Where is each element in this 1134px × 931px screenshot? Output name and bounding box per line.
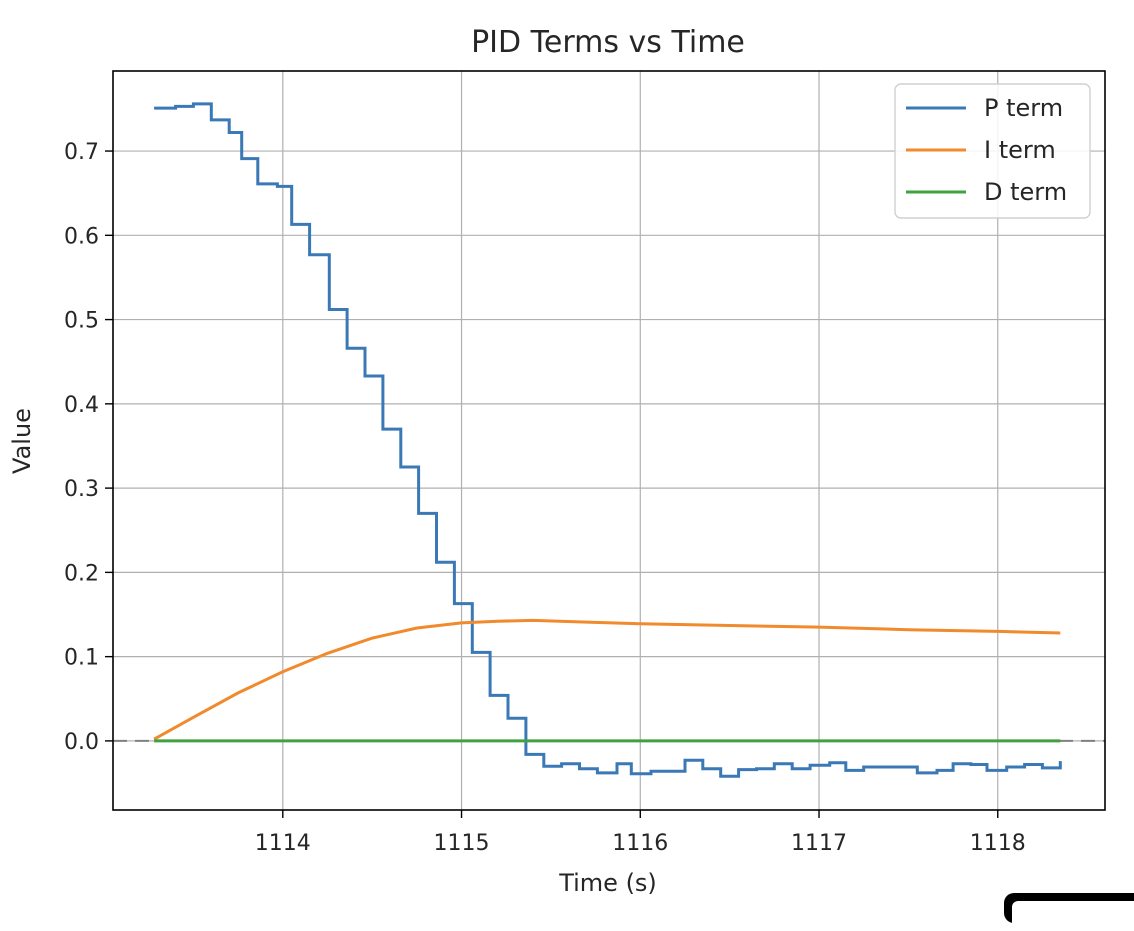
legend-label-i-term: I term [984,136,1056,164]
x-tick-label: 1115 [434,831,490,856]
x-tick-label: 1118 [970,831,1026,856]
x-tick-label: 1114 [255,831,311,856]
y-axis-label: Value [8,408,36,474]
series-layer [153,102,1062,778]
legend: P term I term D term [894,83,1091,219]
x-tick-label: 1117 [791,831,847,856]
corner-overlay [1004,893,1134,931]
x-axis-label: Time (s) [558,869,657,897]
y-tick-label: 0.0 [64,730,99,755]
pid-terms-chart: PID Terms vs Time 1114 1115 1116 1117 1118 0.… [8,25,1106,897]
chart-title: PID Terms vs Time [471,25,745,60]
y-tick-label: 0.3 [64,477,99,502]
plot-frame [112,70,1106,811]
series-line-p-term [154,102,1062,778]
y-tick-label: 0.4 [64,393,99,418]
y-tick-label: 0.7 [64,140,99,165]
tick-layer: 1114 1115 1116 1117 1118 0.0 0.1 0.2 0.3 0.4 0.5 0.… [64,140,1026,856]
legend-label-d-term: D term [984,178,1067,206]
corner-overlay-inner [1012,901,1134,931]
y-tick-label: 0.6 [64,224,99,249]
x-tick-label: 1116 [612,831,668,856]
y-tick-label: 0.2 [64,561,99,586]
y-tick-label: 0.5 [64,309,99,334]
y-tick-label: 0.1 [64,646,99,671]
legend-box [894,83,1091,219]
legend-label-p-term: P term [984,94,1063,122]
series-line-i-term [153,618,1061,741]
